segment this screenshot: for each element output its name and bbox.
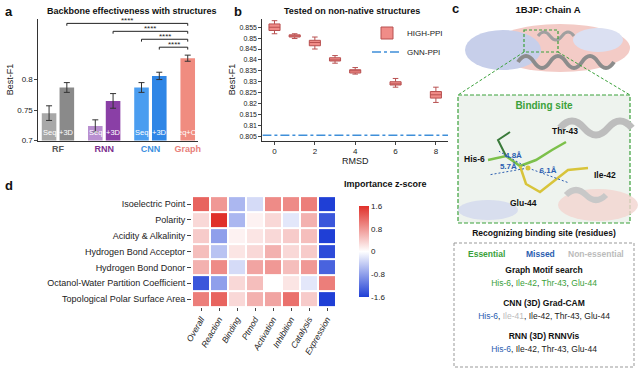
svg-text:0.85: 0.85 [243,35,257,42]
svg-text:Graph Motif search: Graph Motif search [505,265,582,275]
svg-text:Topological Polar Surface Area: Topological Polar Surface Area [62,294,185,304]
svg-text:Overall: Overall [184,314,207,343]
svg-text:0.855: 0.855 [239,24,257,31]
svg-text:RMSD: RMSD [342,156,369,166]
svg-text:Binding: Binding [220,315,243,345]
svg-text:His-6: His-6 [464,154,485,164]
svg-text:Catalysis: Catalysis [289,315,315,351]
svg-text:0.83: 0.83 [243,78,257,85]
svg-text:Best-F1: Best-F1 [5,64,15,96]
svg-text:Best-F1: Best-F1 [227,64,237,96]
svg-text:0.81: 0.81 [243,122,257,129]
svg-text:Graph: Graph [174,144,201,154]
svg-text:Seq+CM: Seq+CM [173,128,202,137]
svg-text:+3D: +3D [152,128,167,137]
svg-text:Binding site: Binding site [515,100,573,111]
svg-text:Essential: Essential [468,249,505,259]
svg-text:0.82: 0.82 [243,100,257,107]
svg-text:Expression: Expression [303,315,333,357]
svg-text:Seq: Seq [135,128,148,137]
svg-text:0: 0 [371,247,376,256]
svg-text:0.8: 0.8 [371,225,383,234]
svg-text:8: 8 [434,147,439,156]
svg-text:0: 0 [272,147,277,156]
svg-text:HIGH-PPI: HIGH-PPI [407,29,443,38]
svg-text:5.7Å: 5.7Å [500,162,517,171]
svg-text:+3D: +3D [59,128,74,137]
svg-text:Reaction: Reaction [199,315,225,349]
svg-text:Backbone effectiveness with st: Backbone effectiveness with structures [47,6,217,16]
svg-text:His-6, Ile-42, Thr-43, Glu-44: His-6, Ile-42, Thr-43, Glu-44 [491,344,597,354]
svg-text:-0.8: -0.8 [371,270,385,279]
svg-text:2: 2 [313,147,318,156]
svg-text:His-6, Ile-42, Thr-43, Glu-44: His-6, Ile-42, Thr-43, Glu-44 [491,278,597,288]
svg-text:d: d [5,178,13,193]
svg-text:a: a [5,4,13,19]
svg-text:6: 6 [393,147,398,156]
svg-text:RF: RF [52,144,64,154]
svg-text:RNN (3D) RNNVis: RNN (3D) RNNVis [509,331,580,341]
svg-text:Tested on non-native structure: Tested on non-native structures [284,6,420,16]
svg-text:Ile-42: Ile-42 [594,170,616,180]
svg-text:His-6, Ile-41, Ile-42, Thr-43,: His-6, Ile-41, Ile-42, Thr-43, Glu-44 [478,311,610,321]
svg-text:0.825: 0.825 [239,89,257,96]
svg-text:1BJP: Chain A: 1BJP: Chain A [515,4,580,15]
svg-text:c: c [452,1,459,16]
svg-text:0.835: 0.835 [239,67,257,74]
svg-text:+3D: +3D [106,128,121,137]
svg-text:Seq: Seq [43,128,56,137]
svg-text:0.7: 0.7 [22,136,34,145]
svg-text:Ptmod: Ptmod [239,315,260,342]
svg-text:Activation: Activation [251,315,279,353]
svg-text:****: **** [121,16,133,25]
svg-text:****: **** [168,40,180,49]
svg-text:Hydrogen Bond Acceptor: Hydrogen Bond Acceptor [85,247,185,257]
svg-text:Non-essential: Non-essential [568,249,624,259]
svg-text:CNN (3D) Grad-CAM: CNN (3D) Grad-CAM [503,298,585,308]
svg-text:b: b [234,4,242,19]
svg-text:Thr-43: Thr-43 [552,126,578,136]
svg-text:1.6: 1.6 [371,202,383,211]
svg-text:****: **** [144,24,156,33]
svg-text:0.75: 0.75 [17,106,33,115]
svg-text:4: 4 [353,147,358,156]
svg-text:****: **** [159,32,171,41]
svg-text:Inhibition: Inhibition [271,315,297,350]
svg-text:GNN-PPI: GNN-PPI [407,48,440,57]
svg-text:4.8Å: 4.8Å [505,151,522,160]
svg-text:Hydrogen Bond Donor: Hydrogen Bond Donor [96,263,186,273]
svg-text:6.1Å: 6.1Å [540,166,557,175]
svg-text:0.8: 0.8 [22,75,34,84]
svg-text:Seq: Seq [89,128,102,137]
svg-text:0.845: 0.845 [239,45,257,52]
svg-text:RNN: RNN [94,144,114,154]
svg-text:Acidity & Alkalinity: Acidity & Alkalinity [113,231,186,241]
svg-text:Polarity: Polarity [155,215,186,225]
svg-text:0.815: 0.815 [239,111,257,118]
svg-text:Recognizing binding site (resi: Recognizing binding site (residues) [472,228,616,238]
svg-text:CNN: CNN [141,144,161,154]
svg-text:0.805: 0.805 [239,133,257,140]
svg-text:Glu-44: Glu-44 [510,198,537,208]
svg-text:Importance z-score: Importance z-score [344,179,427,189]
svg-text:0.84: 0.84 [243,56,257,63]
svg-text:-1.6: -1.6 [371,293,385,302]
svg-text:Isoelectric Point: Isoelectric Point [122,199,186,209]
svg-text:Octanol-Water Partition Coeffi: Octanol-Water Partition Coefficient [47,278,186,288]
svg-text:Missed: Missed [526,249,555,259]
